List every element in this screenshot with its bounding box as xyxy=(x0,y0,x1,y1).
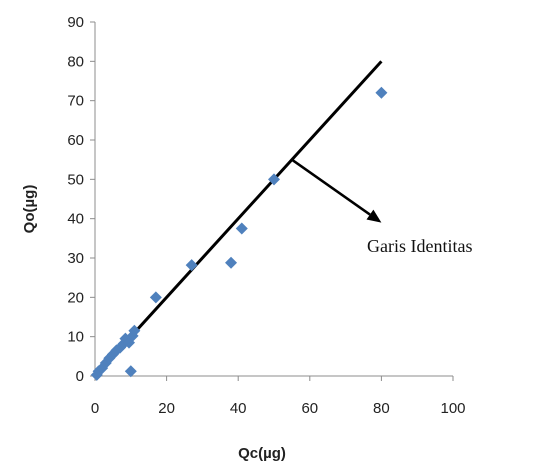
annotation-arrow xyxy=(291,158,371,216)
data-points xyxy=(90,86,388,381)
x-tick-label: 0 xyxy=(91,400,99,417)
y-tick-label: 50 xyxy=(67,171,84,188)
data-point xyxy=(375,86,388,99)
y-tick-label: 10 xyxy=(67,329,84,346)
data-point xyxy=(128,324,141,337)
y-tick-label: 80 xyxy=(67,53,84,70)
data-point xyxy=(235,222,248,235)
data-point xyxy=(185,259,198,272)
annotation-label: Garis Identitas xyxy=(367,236,472,256)
x-tick-label: 40 xyxy=(230,400,247,417)
x-tick-label: 20 xyxy=(158,400,175,417)
y-tick-label: 0 xyxy=(76,368,84,385)
y-tick-labels: 0 10 20 30 40 50 60 70 80 90 xyxy=(67,14,84,385)
data-point xyxy=(124,365,137,378)
x-tick-labels: 0 20 40 60 80 100 xyxy=(91,400,466,417)
y-tick-label: 60 xyxy=(67,132,84,149)
x-axis-title: Qc(µg) xyxy=(238,445,286,462)
y-tick-label: 70 xyxy=(67,93,84,110)
y-tick-label: 20 xyxy=(67,289,84,306)
axes xyxy=(90,21,454,381)
y-tick-label: 40 xyxy=(67,211,84,228)
y-tick-label: 30 xyxy=(67,250,84,267)
data-point xyxy=(225,256,238,269)
x-tick-label: 60 xyxy=(301,400,318,417)
x-tick-label: 100 xyxy=(440,400,465,417)
data-point xyxy=(268,173,280,186)
annotation-arrowhead xyxy=(366,209,382,223)
y-axis-title: Qo(µg) xyxy=(21,185,38,234)
identity-line xyxy=(93,60,383,378)
x-tick-label: 80 xyxy=(373,400,390,417)
data-point xyxy=(149,291,162,304)
y-tick-label: 90 xyxy=(67,14,84,31)
